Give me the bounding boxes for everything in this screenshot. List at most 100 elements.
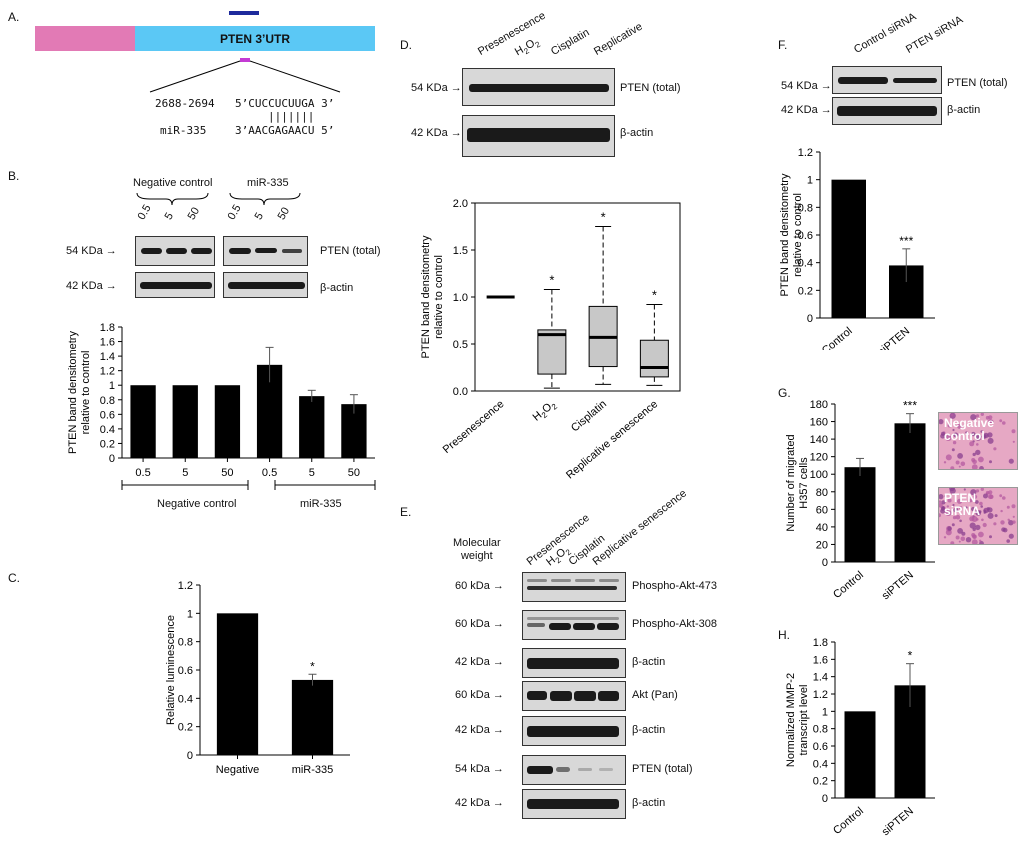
- blot-kda: 60 kDa →: [455, 580, 504, 592]
- blot-protein: β-actin: [632, 797, 666, 809]
- blot-pten-mir: [223, 236, 308, 266]
- y-axis-label: Normalized MMP-2: [785, 673, 797, 767]
- blot-d-actin: [462, 115, 615, 157]
- blot-pten-neg: [135, 236, 215, 266]
- bar: [291, 679, 334, 755]
- blot-strip: [522, 610, 626, 640]
- blot-kda: 42 KDa →: [66, 280, 117, 292]
- lane-label: Replicative senescence: [590, 487, 690, 568]
- y-tick-label: 1.2: [178, 580, 193, 592]
- blot-f-actin: [832, 97, 942, 125]
- blot-kda: 42 KDa →: [411, 127, 462, 139]
- y-axis-label: PTEN band densitometry: [779, 173, 791, 296]
- blot-protein: β-actin: [947, 104, 981, 116]
- y-tick-label: 1.6: [100, 337, 115, 349]
- y-tick-label: 0.2: [798, 285, 813, 297]
- dose-label: 5: [252, 210, 267, 222]
- x-tick-label: 5: [182, 467, 188, 479]
- y-axis-label: transcript level: [798, 685, 810, 756]
- panel-b-label: B.: [8, 169, 20, 183]
- y-tick-label: 1.5: [453, 245, 468, 257]
- y-tick-label: 40: [816, 522, 828, 534]
- blot-strip: [522, 716, 626, 746]
- y-tick-label: 1.2: [813, 689, 828, 701]
- bar: [216, 613, 259, 755]
- lane-label: Presenescence: [476, 9, 548, 58]
- y-tick-label: 1.2: [798, 147, 813, 159]
- y-tick-label: 1.8: [813, 637, 828, 649]
- y-tick-label: 140: [810, 434, 828, 446]
- y-tick-label: 0.5: [453, 339, 468, 351]
- panel-g-label: G.: [778, 386, 791, 400]
- y-tick-label: 1: [807, 175, 813, 187]
- y-tick-label: 180: [810, 399, 828, 411]
- significance-star: ***: [903, 399, 917, 413]
- y-tick-label: 1: [187, 608, 193, 620]
- coding-region-bar: [35, 26, 135, 51]
- y-tick-label: 0.8: [798, 202, 813, 214]
- bar: [130, 385, 156, 458]
- blot-kda: 54 KDa →: [781, 80, 832, 92]
- y-tick-label: 1.2: [100, 366, 115, 378]
- y-tick-label: 0.8: [813, 724, 828, 736]
- y-tick-label: 1.0: [453, 292, 468, 304]
- y-tick-label: 1: [109, 380, 115, 392]
- significance-star: ***: [899, 234, 913, 248]
- blot-protein: β-actin: [632, 656, 666, 668]
- base-pairs: |||||||: [268, 110, 315, 123]
- y-axis-label: relative to control: [792, 193, 804, 277]
- significance-star: *: [652, 288, 657, 303]
- x-tick-label: 5: [309, 467, 315, 479]
- y-tick-label: 120: [810, 452, 828, 464]
- x-tick-label: 50: [221, 467, 233, 479]
- y-tick-label: 60: [816, 504, 828, 516]
- lane-label: Cisplatin: [549, 26, 592, 58]
- blot-strip: [522, 789, 626, 819]
- bar: [214, 385, 241, 458]
- utr-bar: PTEN 3’UTR: [135, 26, 375, 51]
- panel-a-label: A.: [8, 10, 20, 24]
- blot-kda: 42 kDa →: [455, 797, 504, 809]
- blot-kda: 42 kDa →: [455, 656, 504, 668]
- dose-label: 5: [162, 210, 177, 222]
- panel-c-label: C.: [8, 571, 20, 585]
- y-tick-label: 1.4: [100, 351, 115, 363]
- chart-f: 0 0.2 0.4 0.6 0.8 1 1.2 Control *** siPTEN PTEN ba…: [779, 147, 935, 350]
- y-tick-label: 0.4: [178, 693, 193, 705]
- bar: [831, 179, 866, 318]
- y-tick-label: 0: [109, 453, 115, 465]
- y-tick-label: 100: [810, 469, 828, 481]
- significance-star: *: [601, 210, 606, 225]
- y-tick-label: 0.8: [100, 395, 115, 407]
- mir-sequence: 3’AACGAGAACU 5’: [235, 124, 335, 137]
- y-tick-label: 0: [187, 750, 193, 762]
- group-braces: [136, 192, 301, 206]
- y-tick-label: 1: [822, 706, 828, 718]
- micrograph-label: Negative control: [944, 416, 995, 443]
- y-tick-label: 0.2: [100, 438, 115, 450]
- utr-label: PTEN 3’UTR: [219, 31, 290, 46]
- probe-bar: [229, 11, 259, 15]
- y-tick-label: 0: [822, 793, 828, 805]
- x-group-label: Negative control: [157, 498, 237, 510]
- site-position: 2688-2694: [155, 97, 215, 110]
- x-tick-label: Presenescence: [441, 398, 507, 456]
- group-negative-control: Negative control: [133, 177, 213, 189]
- blot-actin-neg: [135, 272, 215, 298]
- y-tick-label: 1.4: [813, 672, 828, 684]
- y-axis-label: relative to control: [433, 255, 445, 339]
- x-tick-label: Control: [831, 569, 866, 601]
- x-tick-label: siPTEN: [880, 569, 916, 602]
- y-tick-label: 0.8: [178, 637, 193, 649]
- x-group-label: miR-335: [300, 498, 342, 510]
- x-tick-label: Control: [831, 805, 866, 837]
- blot-strip: [522, 755, 626, 785]
- mir-name: miR-335: [160, 124, 207, 137]
- blot-strip: [522, 648, 626, 678]
- blot-protein: β-actin: [320, 282, 354, 294]
- x-tick-label: Control: [820, 325, 855, 350]
- y-tick-label: 0.4: [813, 758, 828, 770]
- box: [639, 339, 669, 378]
- chart-g: 0 20 40 60 80 100 120 140 160 180 Control *** siPTEN…: [785, 399, 935, 602]
- micrograph-pten-sirna: PTEN siRNA: [938, 487, 1018, 545]
